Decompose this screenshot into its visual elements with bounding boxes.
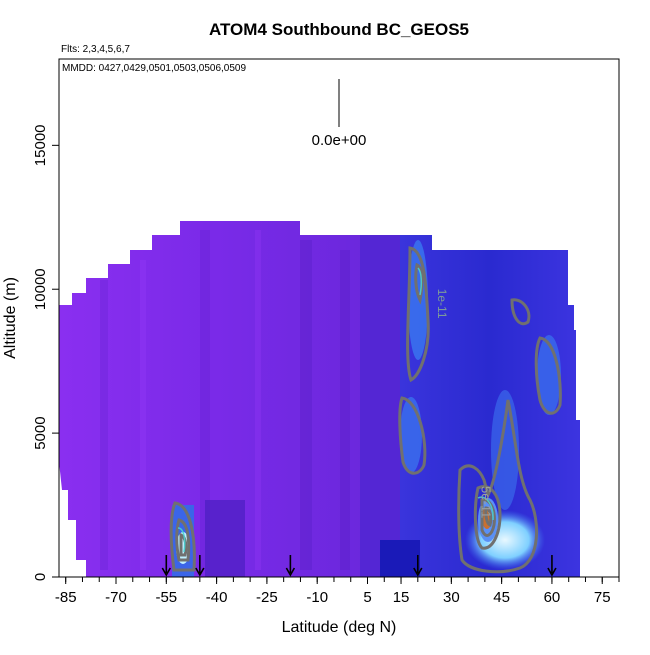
profile-marker-arrowhead [285, 567, 296, 577]
y-axis-label: Altitude (m) [2, 277, 19, 359]
x-axis: -85 -70 -55 -40 -25 -10 5 15 30 45 60 75 [55, 577, 620, 606]
profile-marker-arrowhead [547, 567, 557, 577]
contour-label-5e-11: 5e-11 [479, 486, 494, 518]
plot-frame [58, 58, 620, 578]
x-tick-label: 45 [493, 589, 510, 606]
x-tick-label: 15 [393, 589, 410, 606]
profile-marker-arrowhead [195, 567, 205, 577]
x-tick-label: -10 [306, 589, 328, 606]
plume-20N-mid [400, 397, 422, 473]
x-tick-label: -70 [105, 589, 127, 606]
profile-markers [161, 555, 557, 577]
blue-region [400, 235, 580, 577]
contour-label-1e-11: 1e-11 [435, 289, 449, 319]
x-tick-label: -25 [256, 589, 278, 606]
x-tick-label: -40 [206, 589, 228, 606]
y-tick-label: 10000 [32, 268, 49, 310]
x-tick-label: 60 [544, 589, 561, 606]
transition-band [360, 235, 402, 577]
x-tick-label: -55 [155, 589, 177, 606]
scale-label: 0.0e+00 [312, 132, 367, 149]
profile-marker-arrowhead [161, 567, 171, 577]
y-tick-label: 5000 [32, 416, 49, 449]
y-tick-label: 0 [32, 573, 49, 581]
x-tick-label: -85 [55, 589, 77, 606]
profile-marker-arrowhead [413, 567, 423, 577]
contour-lines [169, 246, 562, 574]
dates-note: MMDD: 0427,0429,0501,0503,0506,0509 [62, 63, 246, 74]
y-tick-label: 15000 [32, 124, 49, 166]
chart-title: ATOM4 Southbound BC_GEOS5 [209, 20, 469, 39]
heatmap-field [59, 221, 580, 577]
dark-band-low [205, 500, 245, 577]
flights-note: Flts: 2,3,4,5,6,7 [61, 44, 130, 55]
dark-blue-band [380, 540, 420, 577]
x-tick-label: 30 [443, 589, 460, 606]
inner-contours [177, 267, 494, 553]
x-tick-label: 75 [594, 589, 611, 606]
y-axis: 0 5000 10000 15000 [32, 124, 59, 581]
purple-region [59, 221, 372, 577]
x-axis-label: Latitude (deg N) [282, 619, 397, 636]
x-tick-label: 5 [363, 589, 371, 606]
